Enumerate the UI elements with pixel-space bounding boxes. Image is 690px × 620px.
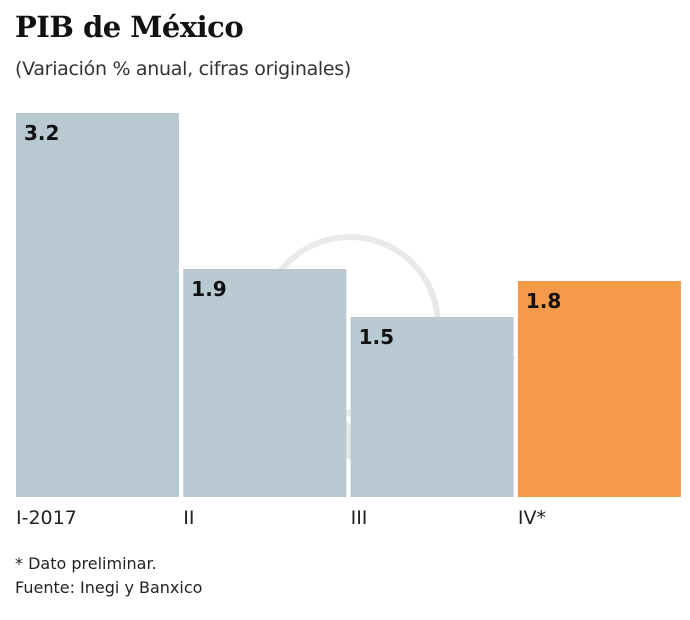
bar-3 <box>350 317 514 497</box>
bar-2 <box>183 269 347 497</box>
bar-chart: 3.2 I-2017 1.9 II 1.5 III 1.8 IV* <box>16 113 681 529</box>
footnote: * Dato preliminar. <box>15 554 157 573</box>
bar-4 <box>517 281 681 497</box>
x-tick-label: II <box>183 507 194 529</box>
chart-notes: * Dato preliminar. Fuente: Inegi y Banxi… <box>15 552 202 600</box>
value-label: 1.5 <box>359 325 394 349</box>
bar-1 <box>16 113 179 497</box>
value-label: 3.2 <box>24 121 59 145</box>
value-label: 1.8 <box>526 289 561 313</box>
chart-subtitle: (Variación % anual, cifras originales) <box>15 58 351 80</box>
source-note: Fuente: Inegi y Banxico <box>15 578 203 597</box>
x-tick-label: IV* <box>518 507 546 529</box>
x-tick-label: III <box>351 507 368 529</box>
chart-title: PIB de México <box>15 10 244 44</box>
x-tick-label: I-2017 <box>16 507 77 529</box>
value-label: 1.9 <box>191 277 226 301</box>
